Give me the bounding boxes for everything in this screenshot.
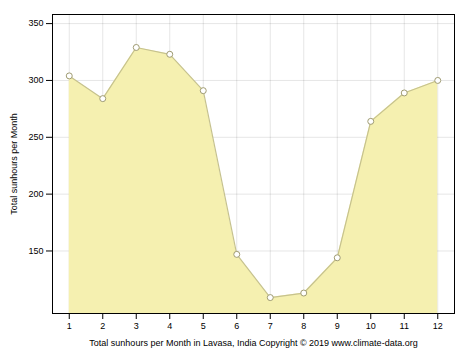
svg-text:Total sunhours per Month: Total sunhours per Month [9,113,19,215]
svg-text:300: 300 [28,75,43,85]
svg-text:7: 7 [268,321,273,331]
svg-text:8: 8 [301,321,306,331]
svg-text:200: 200 [28,189,43,199]
svg-text:150: 150 [28,246,43,256]
svg-text:4: 4 [167,321,172,331]
svg-text:Total sunhours per Month in La: Total sunhours per Month in Lavasa, Indi… [89,338,417,348]
svg-text:250: 250 [28,132,43,142]
svg-text:10: 10 [366,321,376,331]
svg-text:3: 3 [134,321,139,331]
svg-text:12: 12 [433,321,443,331]
svg-text:9: 9 [335,321,340,331]
svg-text:350: 350 [28,18,43,28]
svg-text:2: 2 [100,321,105,331]
svg-text:1: 1 [67,321,72,331]
svg-text:11: 11 [400,321,409,331]
svg-text:6: 6 [234,321,239,331]
svg-text:5: 5 [201,321,206,331]
